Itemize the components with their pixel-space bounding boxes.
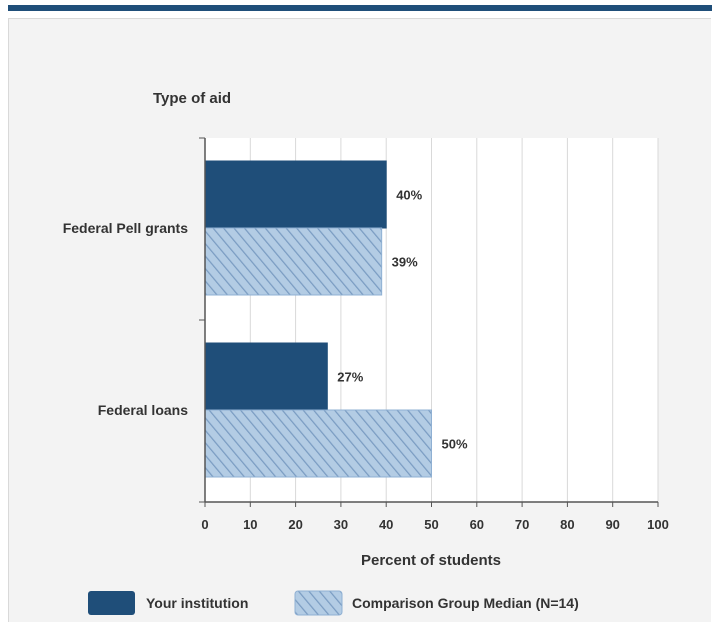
header-rule <box>8 5 712 11</box>
category-labels: Federal Pell grants Federal loans <box>63 220 188 418</box>
x-tick-label: 10 <box>243 517 257 532</box>
x-tick-label: 70 <box>515 517 529 532</box>
x-tick-label: 80 <box>560 517 574 532</box>
x-tick-label: 30 <box>334 517 348 532</box>
x-tick-label: 20 <box>288 517 302 532</box>
legend-label-comparison-group: Comparison Group Median (N=14) <box>352 595 579 611</box>
data-label: 50% <box>442 437 468 452</box>
y-axis-title: Type of aid <box>153 90 231 107</box>
bar <box>204 409 432 478</box>
x-tick-label: 100 <box>647 517 669 532</box>
data-label: 40% <box>396 188 422 203</box>
legend: Your institution Comparison Group Median… <box>88 590 579 616</box>
bar <box>204 160 387 229</box>
x-tick-label: 50 <box>424 517 438 532</box>
axes <box>199 137 659 507</box>
bar <box>204 227 383 296</box>
legend-label-your-institution: Your institution <box>146 595 248 611</box>
category-label: Federal Pell grants <box>63 220 188 236</box>
data-label: 39% <box>392 255 418 270</box>
bar <box>204 342 328 411</box>
category-label: Federal loans <box>98 402 188 418</box>
x-tick-label: 40 <box>379 517 393 532</box>
legend-swatch-comparison-group <box>294 590 343 616</box>
legend-swatch-your-institution <box>88 591 135 615</box>
x-tick-labels: 0 10 20 30 40 50 60 70 80 90 100 <box>201 517 668 532</box>
x-tick-label: 0 <box>201 517 208 532</box>
data-label: 27% <box>337 370 363 385</box>
x-tick-label: 90 <box>605 517 619 532</box>
x-axis-title: Percent of students <box>361 552 501 569</box>
x-tick-label: 60 <box>470 517 484 532</box>
bars: 40% 39% 27% 50% <box>204 160 468 478</box>
